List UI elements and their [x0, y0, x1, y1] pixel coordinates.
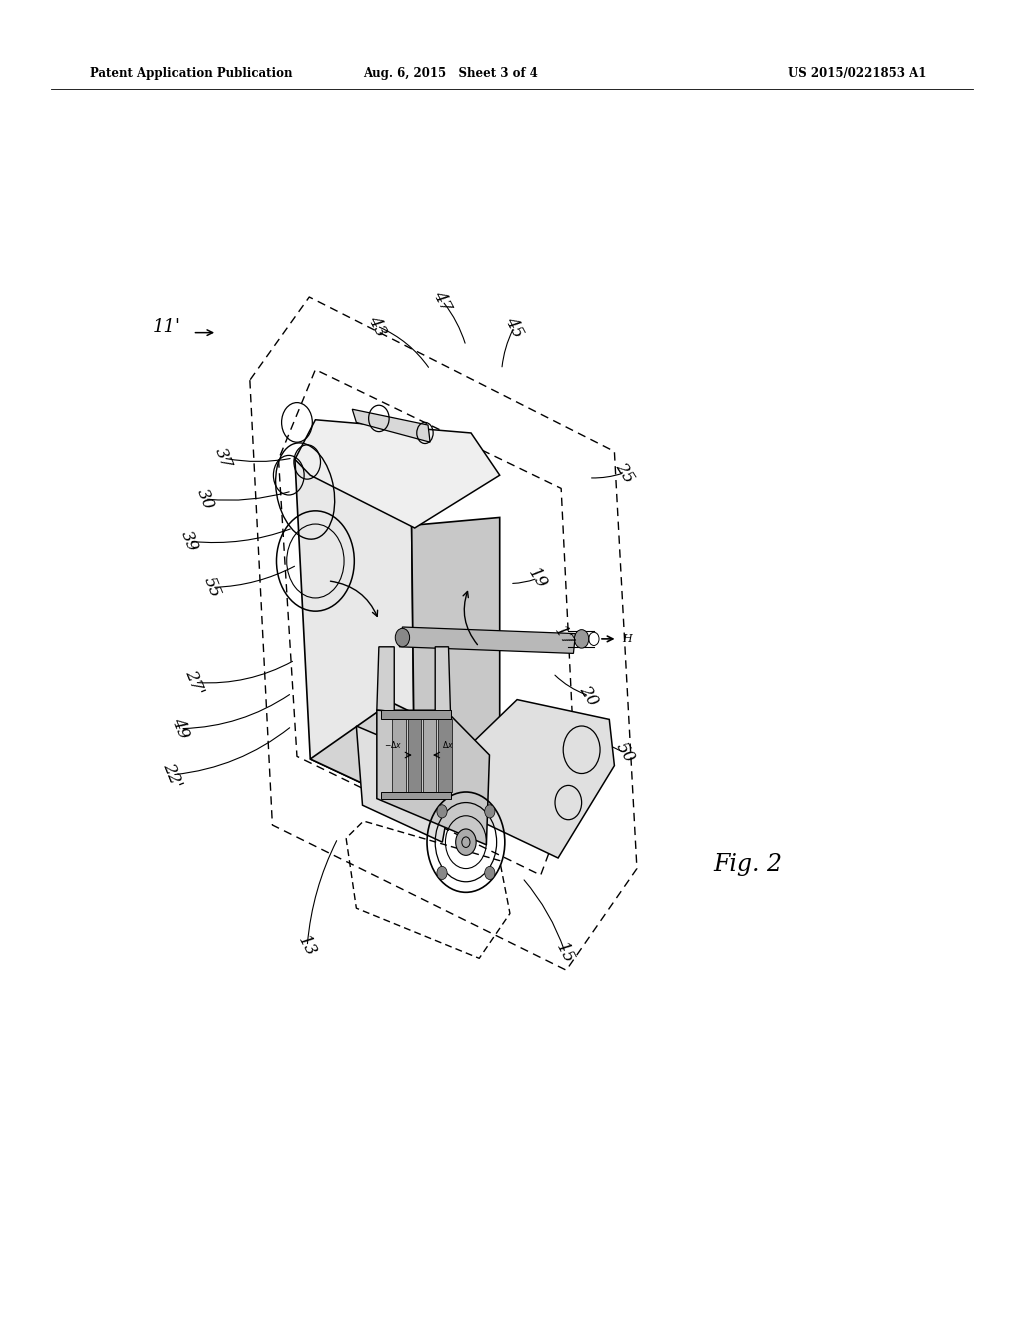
Polygon shape — [356, 726, 456, 842]
Circle shape — [437, 866, 447, 879]
Text: 47: 47 — [430, 288, 455, 314]
Polygon shape — [456, 700, 614, 858]
Polygon shape — [295, 420, 500, 528]
Text: 17: 17 — [550, 623, 577, 649]
Circle shape — [456, 829, 476, 855]
Circle shape — [484, 866, 495, 879]
Text: 11': 11' — [153, 318, 181, 337]
Text: 27': 27' — [182, 668, 207, 697]
Circle shape — [395, 628, 410, 647]
Text: 55: 55 — [200, 574, 224, 601]
Polygon shape — [412, 517, 500, 808]
Text: 50: 50 — [611, 739, 638, 766]
Polygon shape — [377, 647, 451, 715]
Text: 19: 19 — [524, 565, 551, 591]
Text: $\Delta x$: $\Delta x$ — [442, 739, 455, 750]
Polygon shape — [295, 459, 415, 808]
Polygon shape — [392, 719, 406, 792]
Text: H: H — [623, 634, 633, 644]
Text: 37: 37 — [211, 445, 236, 471]
Text: Patent Application Publication: Patent Application Publication — [90, 67, 293, 81]
Polygon shape — [377, 710, 489, 845]
Text: 30: 30 — [193, 486, 217, 512]
Text: US 2015/0221853 A1: US 2015/0221853 A1 — [788, 67, 927, 81]
Text: 13: 13 — [295, 933, 319, 960]
Circle shape — [462, 837, 470, 847]
Text: Aug. 6, 2015   Sheet 3 of 4: Aug. 6, 2015 Sheet 3 of 4 — [364, 67, 538, 81]
Polygon shape — [423, 719, 436, 792]
Polygon shape — [381, 792, 451, 799]
Text: Fig. 2: Fig. 2 — [713, 853, 782, 876]
Circle shape — [437, 805, 447, 818]
Polygon shape — [381, 710, 451, 719]
Circle shape — [574, 630, 589, 648]
Polygon shape — [399, 627, 575, 653]
Text: 25: 25 — [611, 459, 638, 486]
Text: 45: 45 — [502, 314, 526, 341]
Polygon shape — [438, 719, 452, 792]
Text: 43: 43 — [365, 313, 389, 339]
Polygon shape — [310, 702, 500, 808]
Text: 22': 22' — [160, 760, 184, 789]
Polygon shape — [408, 719, 421, 792]
Text: $-\Delta x$: $-\Delta x$ — [384, 739, 402, 750]
Text: 20: 20 — [575, 682, 602, 709]
Polygon shape — [352, 409, 430, 442]
Text: 39: 39 — [177, 528, 202, 554]
Text: 15: 15 — [553, 940, 578, 966]
Circle shape — [484, 805, 495, 818]
Text: 49: 49 — [168, 715, 193, 742]
